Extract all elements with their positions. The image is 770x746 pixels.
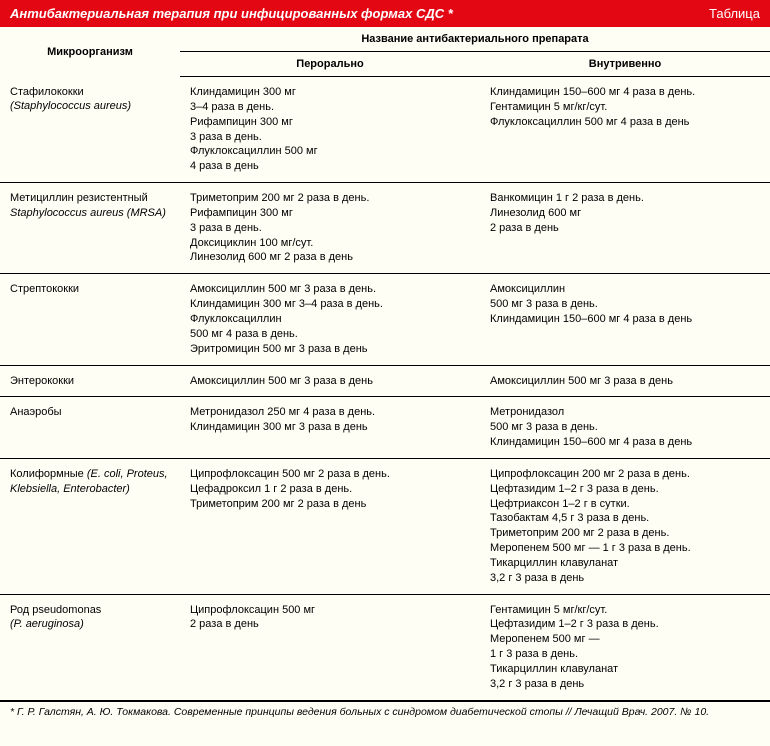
cell-oral: Ципрофлоксацин 500 мг2 раза в день xyxy=(180,594,480,700)
table-row: Колиформные (E. coli, Proteus, Klebsiell… xyxy=(0,458,770,594)
cell-oral: Амоксициллин 500 мг 3 раза в день.Клинда… xyxy=(180,274,480,365)
table-title: Антибактериальная терапия при инфицирова… xyxy=(10,6,453,21)
cell-oral: Амоксициллин 500 мг 3 раза в день xyxy=(180,365,480,397)
cell-organism: Метициллин резистентныйStaphylococcus au… xyxy=(0,183,180,274)
cell-organism: Энтерококки xyxy=(0,365,180,397)
cell-oral: Метронидазол 250 мг 4 раза в день.Клинда… xyxy=(180,397,480,459)
organism-main: Метициллин резистентный xyxy=(10,191,170,206)
organism-sub: (P. aeruginosa) xyxy=(10,617,170,632)
cell-iv: Амоксициллин500 мг 3 раза в день.Клиндам… xyxy=(480,274,770,365)
cell-organism: Стрептококки xyxy=(0,274,180,365)
cell-oral: Ципрофлоксацин 500 мг 2 раза в день.Цефа… xyxy=(180,458,480,594)
table-header-bar: Антибактериальная терапия при инфицирова… xyxy=(0,0,770,27)
table-label: Таблица xyxy=(709,6,760,21)
cell-iv: Метронидазол500 мг 3 раза в день.Клиндам… xyxy=(480,397,770,459)
table-row: Стрептококки Амоксициллин 500 мг 3 раза в… xyxy=(0,274,770,365)
table-row: Стафилококки(Staphylococcus aureus)Клинд… xyxy=(0,77,770,183)
cell-iv: Клиндамицин 150–600 мг 4 раза в день.Ген… xyxy=(480,77,770,183)
organism-sub: Staphylococcus aureus (MRSA) xyxy=(10,206,170,221)
table-row: Анаэробы Метронидазол 250 мг 4 раза в ден… xyxy=(0,397,770,459)
organism-sub: (Staphylococcus aureus) xyxy=(10,99,170,114)
table-body: Стафилококки(Staphylococcus aureus)Клинд… xyxy=(0,77,770,701)
table-row: Род pseudomonas(P. aeruginosa)Ципрофлокс… xyxy=(0,594,770,700)
col-header-organism: Микроорганизм xyxy=(0,27,180,77)
organism-main: Анаэробы xyxy=(10,405,170,420)
cell-iv: Гентамицин 5 мг/кг/сут.Цефтазидим 1–2 г … xyxy=(480,594,770,700)
col-header-drug: Название антибактериального препарата xyxy=(180,27,770,52)
therapy-table: Микроорганизм Название антибактериальног… xyxy=(0,27,770,701)
table-row: Энтерококки Амоксициллин 500 мг 3 раза в … xyxy=(0,365,770,397)
table-footnote: * Г. Р. Галстян, А. Ю. Токмакова. Соврем… xyxy=(0,701,770,726)
cell-oral: Клиндамицин 300 мг3–4 раза в день.Рифамп… xyxy=(180,77,480,183)
cell-iv: Ванкомицин 1 г 2 раза в день.Линезолид 6… xyxy=(480,183,770,274)
cell-organism: Анаэробы xyxy=(0,397,180,459)
col-header-iv: Внутривенно xyxy=(480,52,770,77)
table-head: Микроорганизм Название антибактериальног… xyxy=(0,27,770,77)
organism-main: Энтерококки xyxy=(10,374,170,389)
cell-iv: Амоксициллин 500 мг 3 раза в день xyxy=(480,365,770,397)
table-row: Метициллин резистентныйStaphylococcus au… xyxy=(0,183,770,274)
cell-organism: Колиформные (E. coli, Proteus, Klebsiell… xyxy=(0,458,180,594)
col-header-oral: Перорально xyxy=(180,52,480,77)
cell-iv: Ципрофлоксацин 200 мг 2 раза в день.Цефт… xyxy=(480,458,770,594)
organism-main: Колиформные xyxy=(10,468,87,480)
cell-oral: Триметоприм 200 мг 2 раза в день.Рифампи… xyxy=(180,183,480,274)
organism-main: Род pseudomonas xyxy=(10,603,170,618)
organism-main: Стафилококки xyxy=(10,85,170,100)
organism-main: Стрептококки xyxy=(10,282,170,297)
cell-organism: Род pseudomonas(P. aeruginosa) xyxy=(0,594,180,700)
cell-organism: Стафилококки(Staphylococcus aureus) xyxy=(0,77,180,183)
